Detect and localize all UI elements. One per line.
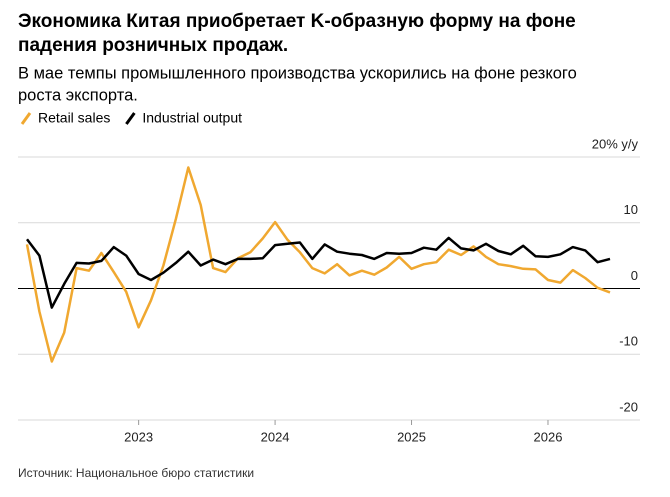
chart-title: Экономика Китая приобретает K-образную ф…: [18, 11, 576, 32]
x-tick-label: 2025: [397, 429, 426, 444]
chart-title: падения розничных продаж.: [18, 35, 288, 56]
y-tick-label: 0: [631, 268, 638, 283]
y-tick-label: 10: [624, 202, 638, 217]
legend-label: Industrial output: [142, 110, 242, 126]
legend-label: Retail sales: [38, 110, 110, 126]
source: Источник: Национальное бюро статистики: [18, 466, 254, 480]
x-tick-label: 2024: [261, 429, 290, 444]
y-tick-label: 20% y/y: [592, 136, 639, 151]
chart-subtitle: роста экспорта.: [18, 86, 138, 104]
y-tick-label: -20: [619, 399, 638, 414]
legend-swatch: [20, 112, 32, 125]
series-line: [26, 236, 611, 309]
x-tick-label: 2023: [124, 429, 153, 444]
y-tick-label: -10: [619, 334, 638, 349]
chart-subtitle: В мае темпы промышленного производства у…: [18, 64, 577, 82]
x-tick-label: 2026: [534, 429, 563, 444]
series-line: [25, 166, 611, 363]
legend-swatch: [125, 112, 136, 125]
